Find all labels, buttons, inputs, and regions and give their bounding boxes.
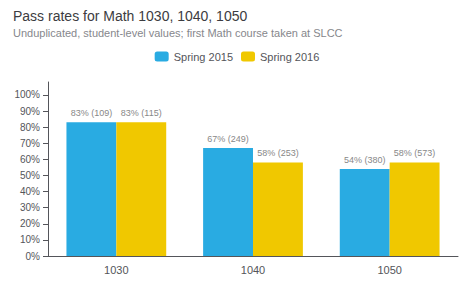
svg-text:Unduplicated, student-level va: Unduplicated, student-level values; firs… (13, 27, 343, 39)
svg-text:40%: 40% (20, 186, 40, 197)
svg-text:1040: 1040 (241, 264, 265, 276)
svg-text:70%: 70% (20, 138, 40, 149)
svg-text:67% (249): 67% (249) (207, 134, 249, 144)
svg-text:1030: 1030 (104, 264, 128, 276)
svg-text:20%: 20% (20, 218, 40, 229)
svg-text:58% (253): 58% (253) (257, 148, 299, 158)
svg-text:30%: 30% (20, 202, 40, 213)
svg-text:10%: 10% (20, 234, 40, 245)
svg-text:54% (380): 54% (380) (344, 155, 386, 165)
svg-text:Spring 2015: Spring 2015 (174, 51, 233, 63)
svg-text:50%: 50% (20, 170, 40, 181)
svg-text:Pass rates for Math 1030, 1040: Pass rates for Math 1030, 1040, 1050 (13, 8, 247, 24)
svg-text:90%: 90% (20, 106, 40, 117)
svg-text:60%: 60% (20, 154, 40, 165)
svg-text:0%: 0% (26, 251, 41, 262)
svg-text:Spring 2016: Spring 2016 (260, 51, 319, 63)
svg-text:58% (573): 58% (573) (394, 148, 436, 158)
svg-text:80%: 80% (20, 122, 40, 133)
svg-text:1050: 1050 (377, 264, 401, 276)
svg-text:83% (109): 83% (109) (71, 108, 113, 118)
svg-text:83% (115): 83% (115) (121, 108, 162, 118)
svg-text:100%: 100% (14, 89, 40, 100)
